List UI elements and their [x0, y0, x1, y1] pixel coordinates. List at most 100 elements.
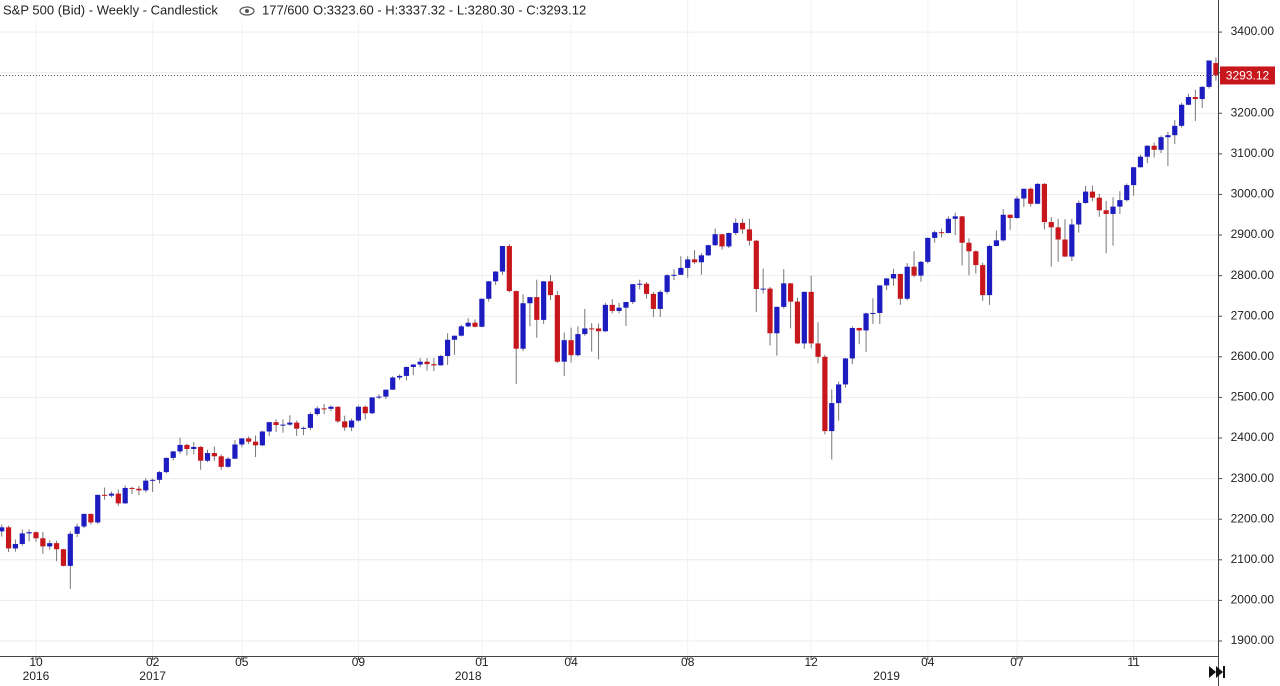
candle-body	[884, 278, 890, 286]
candle-body	[1000, 214, 1006, 241]
candle-body	[1206, 60, 1212, 87]
candle-body	[705, 245, 711, 256]
candle-body	[33, 532, 39, 539]
candle-body	[527, 297, 533, 304]
candle-body	[520, 303, 526, 349]
candle-body	[897, 274, 903, 299]
candle-body	[1179, 104, 1185, 126]
last-price-tag	[1220, 66, 1275, 85]
candle-body	[376, 396, 382, 398]
candle-body	[246, 438, 252, 442]
candle-body	[1041, 183, 1048, 223]
candle-body	[637, 283, 643, 285]
y-tick-label: 3200.00	[1231, 105, 1275, 119]
candle-body	[102, 494, 108, 496]
y-tick-label: 2000.00	[1231, 593, 1275, 607]
x-tick-label: 04	[564, 655, 578, 669]
candle-body	[40, 538, 46, 547]
candle-body	[870, 312, 876, 314]
x-tick-label: 05	[235, 655, 249, 669]
candle-body	[383, 389, 389, 397]
candle-body	[822, 356, 828, 432]
candle-body	[445, 339, 451, 357]
candle-body	[479, 298, 485, 327]
candle-body	[815, 343, 821, 357]
candle-body	[890, 274, 897, 279]
candle-body	[129, 487, 135, 489]
candle-body	[616, 307, 622, 311]
candle-body	[808, 291, 814, 344]
candle-body	[918, 261, 924, 276]
candle-body	[767, 288, 773, 334]
candle-body	[438, 356, 444, 366]
candle-body	[781, 283, 787, 307]
labels: 1900.00 2000.00 2100.00 2200.00 2300.00 2400.…	[0, 24, 1275, 683]
candle-body	[1007, 214, 1013, 218]
candle-body	[177, 444, 183, 452]
candle-body	[198, 446, 204, 461]
candle-body	[60, 549, 67, 566]
candle-body	[650, 293, 656, 309]
candle-body	[163, 457, 169, 473]
candle-body	[335, 406, 341, 422]
candle-body	[252, 441, 259, 446]
candle-body	[1158, 137, 1164, 150]
scroll-end-arrows	[1209, 666, 1223, 678]
y-tick-label: 2800.00	[1231, 268, 1275, 282]
candle-body	[932, 232, 938, 238]
candle-body	[369, 397, 375, 414]
candle-body	[506, 246, 512, 292]
candle-body	[280, 424, 286, 426]
x-year-label: 2018	[455, 669, 482, 683]
candle-body	[1144, 145, 1150, 157]
candle-body	[966, 242, 972, 252]
y-tick-label: 3100.00	[1231, 146, 1275, 160]
candle-body	[938, 232, 945, 234]
y-tick-label: 2600.00	[1231, 349, 1275, 363]
eye-outline	[239, 6, 255, 16]
candle-body	[568, 340, 574, 356]
y-tick-label: 3000.00	[1231, 187, 1275, 201]
candle-body	[609, 304, 615, 311]
candle-body	[623, 302, 629, 308]
candle-body	[218, 456, 224, 467]
candle-body	[287, 422, 293, 425]
candle-body	[959, 216, 965, 243]
candle-body	[266, 422, 272, 432]
candle-body	[19, 533, 25, 544]
candle-body	[204, 453, 211, 461]
candle-body	[1165, 135, 1171, 138]
candle-body	[1076, 202, 1082, 225]
candle-body	[417, 361, 423, 365]
candle-body	[232, 444, 238, 459]
eye-icon[interactable]	[239, 6, 255, 16]
chart-title: S&P 500 (Bid) - Weekly - Candlestick	[3, 2, 218, 17]
eye-pupil	[245, 9, 249, 13]
candle-body	[685, 259, 691, 268]
candle-body	[1014, 198, 1020, 218]
candle-body	[774, 306, 780, 334]
candle-body	[836, 384, 842, 404]
y-tick-label: 2900.00	[1231, 227, 1275, 241]
candle-body	[1062, 239, 1068, 257]
candle-body	[191, 446, 197, 449]
candle-body	[1069, 224, 1075, 257]
ohlc-readout: O:3323.60 - H:3337.32 - L:3280.30 - C:32…	[313, 2, 586, 17]
candle-body	[595, 328, 602, 332]
candle-body	[678, 267, 684, 275]
candle-body	[1055, 227, 1061, 240]
x-year-label: 2016	[23, 669, 50, 683]
y-tick-label: 2400.00	[1231, 430, 1275, 444]
scroll-end-button[interactable]	[1209, 666, 1225, 678]
x-tick-label: 12	[805, 655, 819, 669]
x-tick-label: 11	[1127, 655, 1140, 669]
candle-body	[849, 328, 855, 359]
candle-body	[753, 240, 759, 290]
candle-body	[156, 472, 163, 480]
candle-body	[486, 281, 492, 299]
candle-body	[657, 291, 663, 309]
candle-body	[1082, 191, 1089, 203]
candle-body	[431, 364, 437, 366]
y-tick-label: 2500.00	[1231, 390, 1275, 404]
candle-body	[856, 328, 862, 331]
